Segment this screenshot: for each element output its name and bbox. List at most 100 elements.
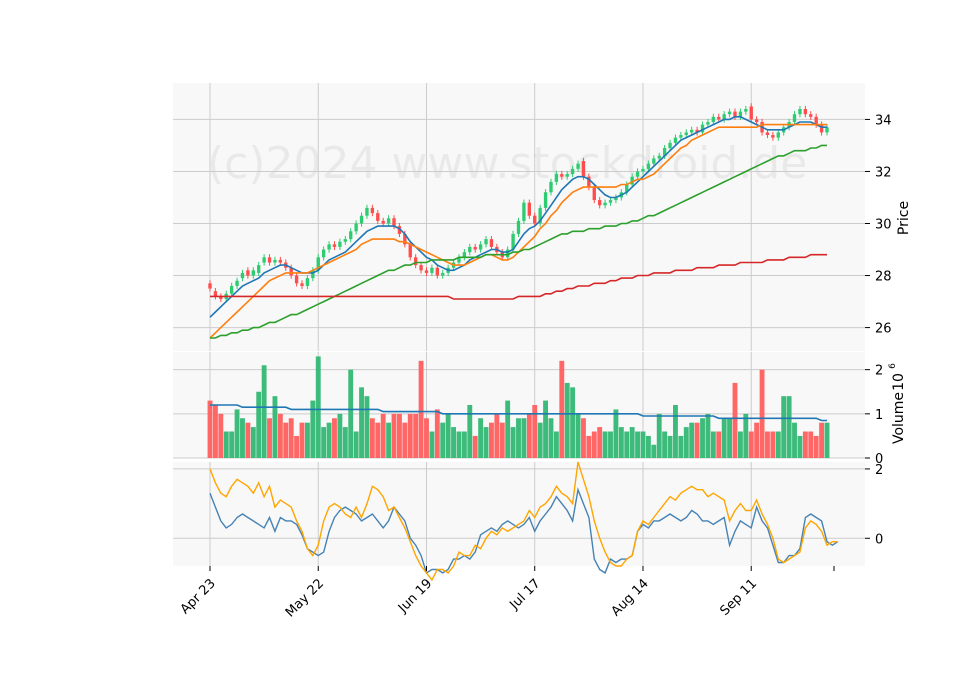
candle-body — [792, 114, 797, 123]
volume-bar — [662, 431, 668, 458]
candle-body — [733, 111, 737, 117]
candle-body — [435, 267, 439, 276]
candle-body — [684, 132, 688, 136]
indicator-panel-bg — [173, 462, 865, 566]
candle-body — [635, 171, 640, 177]
candle-body — [370, 207, 375, 214]
volume-bar — [250, 427, 256, 458]
candle-body — [814, 116, 818, 125]
moving-average-line-4 — [210, 253, 827, 300]
volume-bar — [732, 382, 738, 458]
candle-body — [549, 181, 553, 193]
price-y-tick-label: 28 — [875, 270, 892, 285]
candle-body — [776, 132, 780, 138]
moving-average-line-3 — [210, 144, 827, 339]
x-tick-label: Sep 11 — [717, 576, 760, 619]
volume-bar — [256, 391, 262, 458]
volume-bar — [326, 422, 332, 458]
candle-body — [294, 275, 299, 284]
volume-bar — [288, 418, 294, 458]
candle-body — [798, 109, 802, 115]
volume-bar — [223, 431, 229, 458]
candle-body — [424, 270, 429, 273]
candle-body — [289, 267, 293, 276]
volume-bar — [489, 422, 494, 458]
volume-bar — [402, 422, 408, 458]
volume-layer — [207, 356, 830, 458]
volume-bar — [299, 422, 305, 458]
volume-bar — [543, 400, 548, 458]
volume-bar — [521, 418, 527, 458]
candle-body — [408, 244, 412, 258]
volume-bar — [651, 444, 657, 458]
candle-body — [630, 176, 634, 185]
candle-body — [565, 174, 569, 177]
candle-body — [240, 272, 245, 279]
volume-bar — [765, 431, 770, 458]
volume-bar — [705, 413, 711, 458]
candle-body — [625, 184, 629, 193]
candle-body — [278, 259, 283, 263]
candle-body — [462, 252, 467, 258]
candle-body — [489, 239, 494, 247]
volume-bar — [618, 427, 624, 458]
volume-bar — [321, 427, 327, 458]
volume-bar — [407, 413, 413, 458]
candle-body — [478, 244, 483, 250]
volume-bar — [808, 431, 814, 458]
volume-average-line — [210, 404, 827, 422]
volume-y-tick-label: 2 — [875, 364, 883, 379]
candle-body — [267, 257, 272, 263]
volume-bar — [824, 422, 830, 458]
volume-bar — [792, 422, 797, 458]
volume-bar — [245, 422, 251, 458]
volume-bar — [369, 418, 375, 458]
candle-body — [516, 220, 521, 234]
candle-body — [771, 135, 775, 138]
volume-exponent-power: 6 — [888, 363, 898, 369]
candle-body — [219, 296, 223, 299]
volume-bar — [461, 431, 467, 458]
volume-bar — [581, 418, 586, 458]
candle-body — [522, 202, 526, 221]
volume-bar — [359, 387, 364, 458]
x-tick-label: Jul 17 — [507, 576, 544, 613]
candle-body — [641, 168, 645, 172]
volume-bar — [283, 422, 289, 458]
volume-bar — [673, 405, 678, 458]
candle-body — [608, 200, 613, 203]
candle-body — [614, 197, 618, 201]
volume-bar — [802, 431, 808, 458]
indicator-y-tick-label: 0 — [875, 532, 883, 547]
price-y-tick-label: 26 — [875, 322, 892, 337]
volume-bar — [645, 435, 651, 458]
volume-bar — [678, 435, 684, 458]
candle-body — [603, 202, 607, 206]
volume-bar — [548, 418, 554, 458]
candle-body — [803, 109, 808, 115]
candle-body — [349, 231, 353, 240]
volume-bar — [743, 413, 749, 458]
candle-body — [819, 124, 824, 133]
volume-bar — [277, 413, 283, 458]
volume-bar — [700, 418, 705, 458]
candle-body — [690, 129, 694, 133]
candle-body — [738, 111, 743, 117]
candle-body — [587, 176, 591, 188]
x-tick-label: May 22 — [283, 576, 327, 620]
candle-body — [695, 129, 699, 133]
candle-body — [673, 137, 678, 143]
volume-bar — [272, 396, 278, 458]
candle-body — [749, 106, 753, 120]
volume-bar — [635, 431, 641, 458]
candle-body — [213, 291, 218, 297]
candle-body — [441, 272, 445, 276]
candle-body — [668, 142, 672, 149]
candle-body — [392, 218, 396, 227]
candle-body — [711, 116, 716, 123]
volume-bar — [570, 387, 576, 458]
volume-y-tick-label: 1 — [875, 408, 883, 423]
volume-bar — [710, 431, 716, 458]
candle-body — [321, 249, 326, 258]
volume-bar — [234, 409, 240, 458]
